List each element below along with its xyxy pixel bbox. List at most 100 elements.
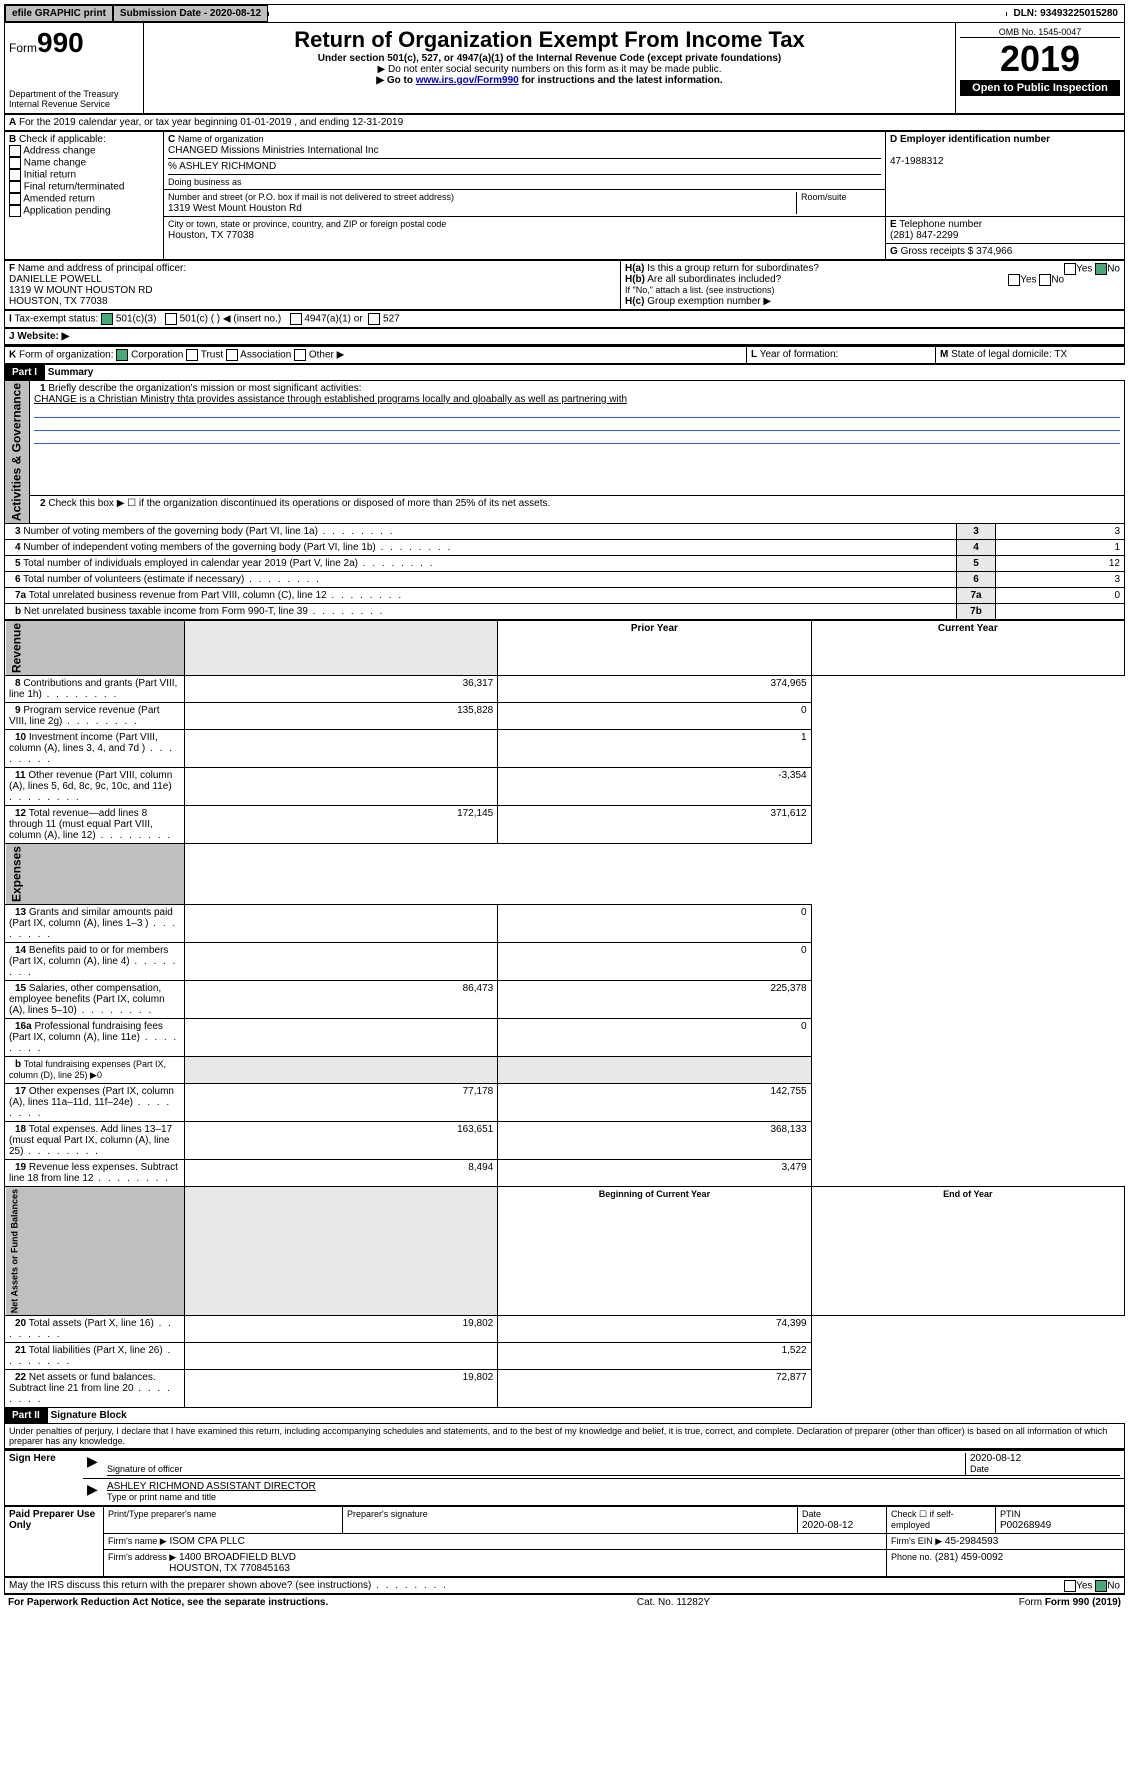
form-header: Form990 Department of the Treasury Inter…	[4, 23, 1125, 115]
discuss-no-cb[interactable]	[1095, 1580, 1107, 1592]
vlabel-expenses: Expenses	[5, 844, 185, 905]
501c-cb[interactable]	[165, 313, 177, 325]
table-row: 14 Benefits paid to or for members (Part…	[5, 943, 1125, 981]
efile-btn[interactable]: efile GRAPHIC print	[5, 5, 113, 22]
form-number: Form990	[9, 27, 139, 59]
table-row: b Total fundraising expenses (Part IX, c…	[5, 1057, 1125, 1084]
perjury-declaration: Under penalties of perjury, I declare th…	[4, 1423, 1125, 1450]
ein: 47-1988312	[890, 156, 943, 167]
table-row: b Net unrelated business taxable income …	[5, 604, 1125, 620]
firm-addr2: HOUSTON, TX 770845163	[169, 1563, 290, 1574]
trust-cb[interactable]	[186, 349, 198, 361]
org-name: CHANGED Missions Ministries Internationa…	[168, 145, 379, 156]
fh-block: F Name and address of principal officer:…	[4, 260, 1125, 310]
open-inspection: Open to Public Inspection	[960, 80, 1120, 96]
end-year-hdr: End of Year	[811, 1187, 1124, 1316]
line-j: J Website: ▶	[4, 328, 1125, 346]
b-label: Check if applicable:	[19, 134, 106, 145]
discuss-line: May the IRS discuss this return with the…	[4, 1577, 1125, 1595]
sig-date: 2020-08-12	[970, 1453, 1021, 1464]
4947-cb[interactable]	[290, 313, 302, 325]
name-change-cb[interactable]	[9, 157, 21, 169]
table-row: 13 Grants and similar amounts paid (Part…	[5, 905, 1125, 943]
final-return-cb[interactable]	[9, 181, 21, 193]
ha-yes-cb[interactable]	[1064, 263, 1076, 275]
vlabel-net: Net Assets or Fund Balances	[5, 1187, 185, 1316]
officer-addr1: 1319 W MOUNT HOUSTON RD	[9, 285, 153, 296]
ptin: P00268949	[1000, 1520, 1051, 1531]
instructions-link[interactable]: www.irs.gov/Form990	[416, 75, 519, 86]
firm-ein: 45-2984593	[945, 1536, 998, 1547]
city-state-zip: Houston, TX 77038	[168, 230, 254, 241]
mission-text: CHANGE is a Christian Ministry thta prov…	[34, 394, 1120, 405]
officer-name: DANIELLE POWELL	[9, 274, 102, 285]
gross-receipts: 374,966	[976, 246, 1012, 257]
firm-addr1: 1400 BROADFIELD BLVD	[179, 1552, 296, 1563]
page-footer: For Paperwork Reduction Act Notice, see …	[4, 1595, 1125, 1610]
app-pending-cb[interactable]	[9, 205, 21, 217]
line-i: I Tax-exempt status: 501(c)(3) 501(c) ( …	[4, 310, 1125, 328]
hb-label: Are all subordinates included?	[647, 274, 781, 285]
paid-preparer-label: Paid Preparer Use Only	[5, 1507, 104, 1577]
initial-return-cb[interactable]	[9, 169, 21, 181]
subtitle-2: ▶ Do not enter social security numbers o…	[148, 64, 951, 75]
prep-date: 2020-08-12	[802, 1520, 853, 1531]
table-row: 11 Other revenue (Part VIII, column (A),…	[5, 768, 1125, 806]
dln: DLN: 93493225015280	[1007, 6, 1124, 21]
527-cb[interactable]	[368, 313, 380, 325]
dept-treasury: Department of the Treasury	[9, 89, 139, 99]
signature-table: Sign Here ▶ Signature of officer 2020-08…	[4, 1450, 1125, 1506]
hb-yes-cb[interactable]	[1008, 274, 1020, 286]
subtitle-1: Under section 501(c), 527, or 4947(a)(1)…	[148, 53, 951, 64]
table-row: 21 Total liabilities (Part X, line 26)1,…	[5, 1343, 1125, 1370]
officer-printed-name: ASHLEY RICHMOND ASSISTANT DIRECTOR	[107, 1481, 316, 1492]
part1-table: Activities & Governance 1 Briefly descri…	[4, 380, 1125, 620]
501c3-cb[interactable]	[101, 313, 113, 325]
table-row: 15 Salaries, other compensation, employe…	[5, 981, 1125, 1019]
line-a: A For the 2019 calendar year, or tax yea…	[4, 115, 1125, 131]
amended-cb[interactable]	[9, 193, 21, 205]
addr-change-cb[interactable]	[9, 145, 21, 157]
hb-note: If "No," attach a list. (see instruction…	[625, 285, 774, 295]
table-row: 3 Number of voting members of the govern…	[5, 524, 1125, 540]
discuss-yes-cb[interactable]	[1064, 1580, 1076, 1592]
hb-no-cb[interactable]	[1039, 274, 1051, 286]
room-suite: Room/suite	[796, 192, 881, 214]
spacer	[268, 12, 1007, 16]
line-2: Check this box ▶ ☐ if the organization d…	[48, 498, 550, 509]
care-of: % ASHLEY RICHMOND	[168, 158, 881, 172]
tax-year: 2019	[960, 38, 1120, 80]
table-row: 17 Other expenses (Part IX, column (A), …	[5, 1084, 1125, 1122]
vlabel-governance: Activities & Governance	[5, 381, 30, 524]
vlabel-revenue: Revenue	[5, 621, 185, 676]
firm-name: ISOM CPA PLLC	[169, 1536, 244, 1547]
officer-addr2: HOUSTON, TX 77038	[9, 296, 108, 307]
table-row: 6 Total number of volunteers (estimate i…	[5, 572, 1125, 588]
firm-phone: (281) 459-0092	[935, 1552, 1003, 1563]
entity-block: B Check if applicable: Address change Na…	[4, 131, 1125, 260]
corp-cb[interactable]	[116, 349, 128, 361]
ha-no-cb[interactable]	[1095, 263, 1107, 275]
preparer-table: Paid Preparer Use Only Print/Type prepar…	[4, 1506, 1125, 1577]
table-row: 12 Total revenue—add lines 8 through 11 …	[5, 806, 1125, 844]
part1-header: Part I Summary	[4, 365, 1125, 380]
assoc-cb[interactable]	[226, 349, 238, 361]
beg-year-hdr: Beginning of Current Year	[498, 1187, 811, 1316]
top-bar: efile GRAPHIC print Submission Date - 20…	[4, 4, 1125, 23]
submission-date: Submission Date - 2020-08-12	[113, 5, 268, 22]
hc-label: Group exemption number ▶	[647, 296, 771, 307]
part2-header: Part II Signature Block	[4, 1408, 1125, 1423]
table-row: 4 Number of independent voting members o…	[5, 540, 1125, 556]
table-row: 10 Investment income (Part VIII, column …	[5, 730, 1125, 768]
dba-label: Doing business as	[168, 174, 881, 187]
form-title: Return of Organization Exempt From Incom…	[148, 27, 951, 53]
prior-year-hdr: Prior Year	[498, 621, 811, 676]
other-cb[interactable]	[294, 349, 306, 361]
line-l: L Year of formation:	[747, 347, 936, 365]
table-row: 18 Total expenses. Add lines 13–17 (must…	[5, 1122, 1125, 1160]
table-row: 22 Net assets or fund balances. Subtract…	[5, 1370, 1125, 1408]
street-address: 1319 West Mount Houston Rd	[168, 203, 302, 214]
sign-here-label: Sign Here	[5, 1451, 84, 1506]
line-k: K Form of organization: Corporation Trus…	[5, 347, 747, 365]
table-row: 16a Professional fundraising fees (Part …	[5, 1019, 1125, 1057]
